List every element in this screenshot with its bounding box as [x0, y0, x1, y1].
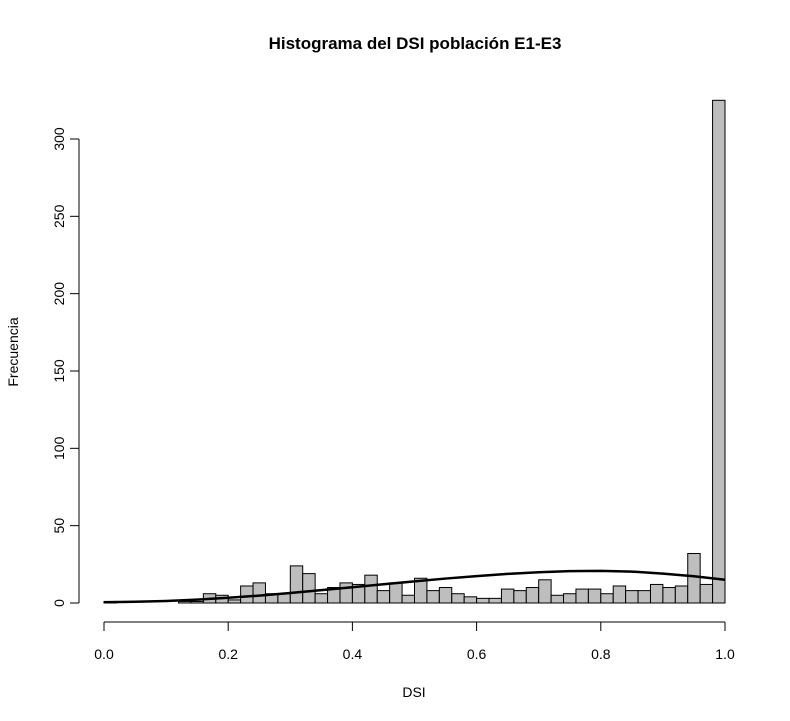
chart-title: Histograma del DSI población E1-E3: [269, 34, 562, 53]
density-curve: [103, 569, 726, 604]
histogram-bar: [252, 582, 266, 604]
histogram-bar: [389, 582, 403, 604]
histogram-bar: [426, 590, 440, 604]
x-tick-label: 0.2: [218, 646, 238, 662]
histogram-bar: [476, 597, 490, 604]
x-tick-label: 0.0: [94, 646, 114, 662]
histogram-bar: [289, 565, 304, 604]
histogram-bar: [190, 600, 204, 604]
bars-group: [103, 99, 726, 604]
histogram-bar: [587, 588, 602, 604]
y-tick-label: 200: [51, 282, 67, 306]
histogram-bar: [339, 582, 353, 604]
histogram-bar: [277, 593, 291, 604]
histogram-bar: [488, 597, 502, 604]
histogram-bar: [637, 590, 651, 604]
x-tick-label: 0.8: [591, 646, 611, 662]
x-tick-label: 1.0: [715, 646, 735, 662]
histogram-bar: [563, 593, 577, 604]
histogram-bar: [600, 593, 614, 604]
y-tick-label: 300: [51, 127, 67, 151]
histogram-bar: [513, 590, 527, 604]
histogram-bar: [178, 600, 192, 604]
histogram-bar: [451, 593, 465, 604]
histogram-bar: [649, 583, 664, 604]
y-tick-label: 0: [51, 599, 67, 607]
x-axis: 0.0 0.2 0.4 0.6 0.8 1.0: [94, 621, 735, 662]
histogram-bar: [500, 588, 515, 604]
histogram-bar: [302, 573, 316, 604]
histogram-bar: [550, 594, 565, 604]
histogram-bar: [463, 596, 478, 604]
histogram-bar: [364, 574, 378, 604]
histogram-bar: [612, 585, 627, 604]
histogram-bar: [401, 594, 415, 604]
histogram-bar: [674, 585, 689, 604]
y-tick-label: 250: [51, 204, 67, 228]
x-tick-label: 0.6: [467, 646, 487, 662]
histogram-bar: [525, 587, 540, 604]
histogram-bar: [227, 599, 242, 604]
y-tick-label: 100: [51, 436, 67, 460]
y-tick-label: 50: [51, 518, 67, 534]
y-tick-label: 150: [51, 359, 67, 383]
histogram-bar: [240, 585, 254, 604]
x-axis-label: DSI: [402, 684, 425, 700]
histogram-bar: [699, 583, 714, 604]
histogram-bar: [438, 587, 453, 604]
histogram-bar: [376, 590, 391, 604]
histogram-bar: [314, 593, 329, 604]
y-axis-label: Frecuencia: [5, 317, 21, 386]
histogram-bar: [712, 99, 726, 604]
histogram-bar: [625, 590, 639, 604]
histogram-bar: [575, 588, 589, 604]
y-axis: 0 50 100 150 200 250 300: [51, 127, 80, 607]
histogram-bar: [687, 553, 701, 604]
histogram-bar: [538, 579, 552, 604]
histogram-bar: [662, 587, 676, 604]
x-tick-label: 0.4: [343, 646, 363, 662]
